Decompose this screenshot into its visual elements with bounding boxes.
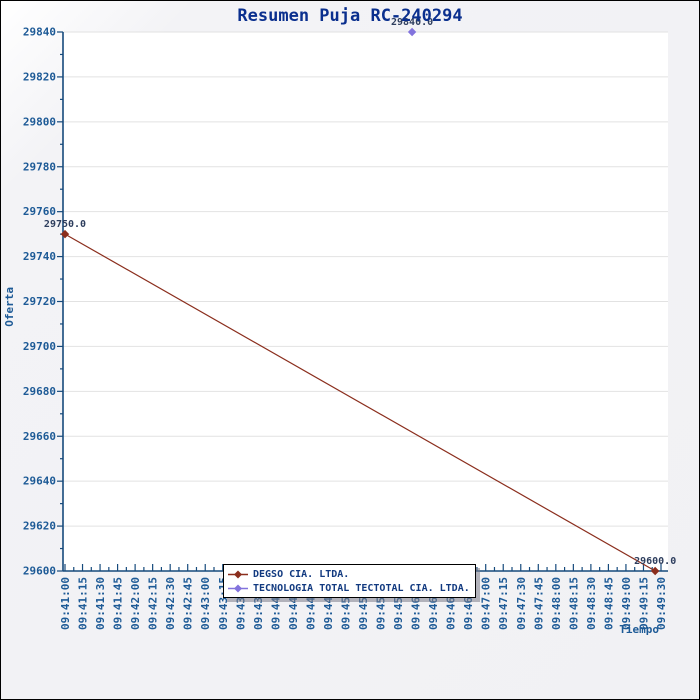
legend-series-label: DEGSO CIA. LTDA.	[253, 568, 350, 580]
data-point-marker	[650, 566, 660, 576]
y-axis-title: Oferta	[3, 287, 16, 327]
chart-title: Resumen Puja RC-240294	[237, 6, 463, 26]
x-tick-label: 09:43:00	[199, 577, 212, 630]
y-tick-label: 29620	[23, 520, 56, 533]
x-axis-title: Tiempo	[619, 623, 659, 636]
x-tick-label: 09:47:45	[532, 577, 545, 630]
y-tick-label: 29700	[23, 340, 56, 353]
legend-item: DEGSO CIA. LTDA.	[228, 567, 471, 581]
y-tick-label: 29840	[23, 26, 56, 39]
y-tick-label: 29640	[23, 475, 56, 488]
y-tick-label: 29780	[23, 160, 56, 173]
legend-series-marker-icon	[228, 570, 248, 578]
x-tick-label: 09:48:15	[567, 577, 580, 630]
y-tick-label: 29740	[23, 250, 56, 263]
point-annotation: 29750.0	[44, 219, 86, 230]
x-tick-label: 09:49:00	[620, 577, 633, 630]
x-tick-label: 09:48:00	[550, 577, 563, 630]
data-point-marker	[407, 27, 417, 37]
x-tick-label: 09:49:15	[637, 577, 650, 630]
legend-series-marker-icon	[228, 584, 248, 592]
y-tick-label: 29680	[23, 385, 56, 398]
x-tick-label: 09:41:30	[94, 577, 107, 630]
legend: DEGSO CIA. LTDA. TECNOLOGIA TOTAL TECTOTA…	[223, 564, 476, 598]
y-tick-label: 29600	[23, 565, 56, 578]
legend-item: TECNOLOGIA TOTAL TECTOTAL CIA. LTDA.	[228, 581, 471, 595]
x-tick-label: 09:41:15	[77, 577, 90, 630]
x-tick-label: 09:42:00	[129, 577, 142, 630]
legend-series-label: TECNOLOGIA TOTAL TECTOTAL CIA. LTDA.	[253, 582, 470, 594]
point-annotation: 29600.0	[634, 556, 676, 567]
x-tick-label: 09:48:30	[585, 577, 598, 630]
x-tick-label: 09:49:30	[655, 577, 668, 630]
x-tick-label: 09:47:00	[480, 577, 493, 630]
y-tick-label: 29660	[23, 430, 56, 443]
x-tick-label: 09:47:30	[515, 577, 528, 630]
x-tick-label: 09:48:45	[602, 577, 615, 630]
y-tick-label: 29720	[23, 295, 56, 308]
y-tick-label: 29800	[23, 115, 56, 128]
y-tick-label: 29760	[23, 205, 56, 218]
x-tick-label: 09:42:45	[182, 577, 195, 630]
y-tick-label: 29820	[23, 70, 56, 83]
data-point-marker	[60, 229, 70, 239]
x-tick-label: 09:42:30	[164, 577, 177, 630]
x-tick-label: 09:41:00	[59, 577, 72, 630]
x-tick-label: 09:41:45	[112, 577, 125, 630]
point-annotation: 29840.0	[391, 17, 433, 28]
series-line	[64, 233, 656, 572]
x-tick-label: 09:47:15	[497, 577, 510, 630]
x-tick-label: 09:42:15	[147, 577, 160, 630]
